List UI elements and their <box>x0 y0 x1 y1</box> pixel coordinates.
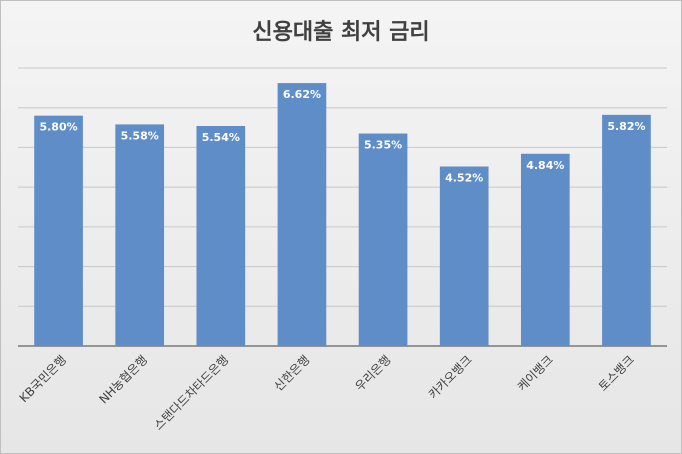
value-label: 5.82% <box>607 120 645 133</box>
chart-title: 신용대출 최저 금리 <box>252 20 429 45</box>
bar <box>602 114 651 346</box>
value-label: 5.35% <box>364 139 402 152</box>
bar <box>520 153 570 346</box>
value-label: 5.58% <box>121 129 159 142</box>
bar <box>277 83 327 346</box>
value-label: 4.84% <box>526 159 564 172</box>
bar <box>439 166 489 346</box>
bar <box>358 133 408 346</box>
value-label: 5.80% <box>39 121 77 134</box>
bar <box>115 124 165 346</box>
bar <box>196 125 246 347</box>
value-label: 6.62% <box>283 88 321 101</box>
bar <box>34 115 83 347</box>
value-label: 4.52% <box>445 171 483 184</box>
value-label: 5.54% <box>202 131 240 144</box>
